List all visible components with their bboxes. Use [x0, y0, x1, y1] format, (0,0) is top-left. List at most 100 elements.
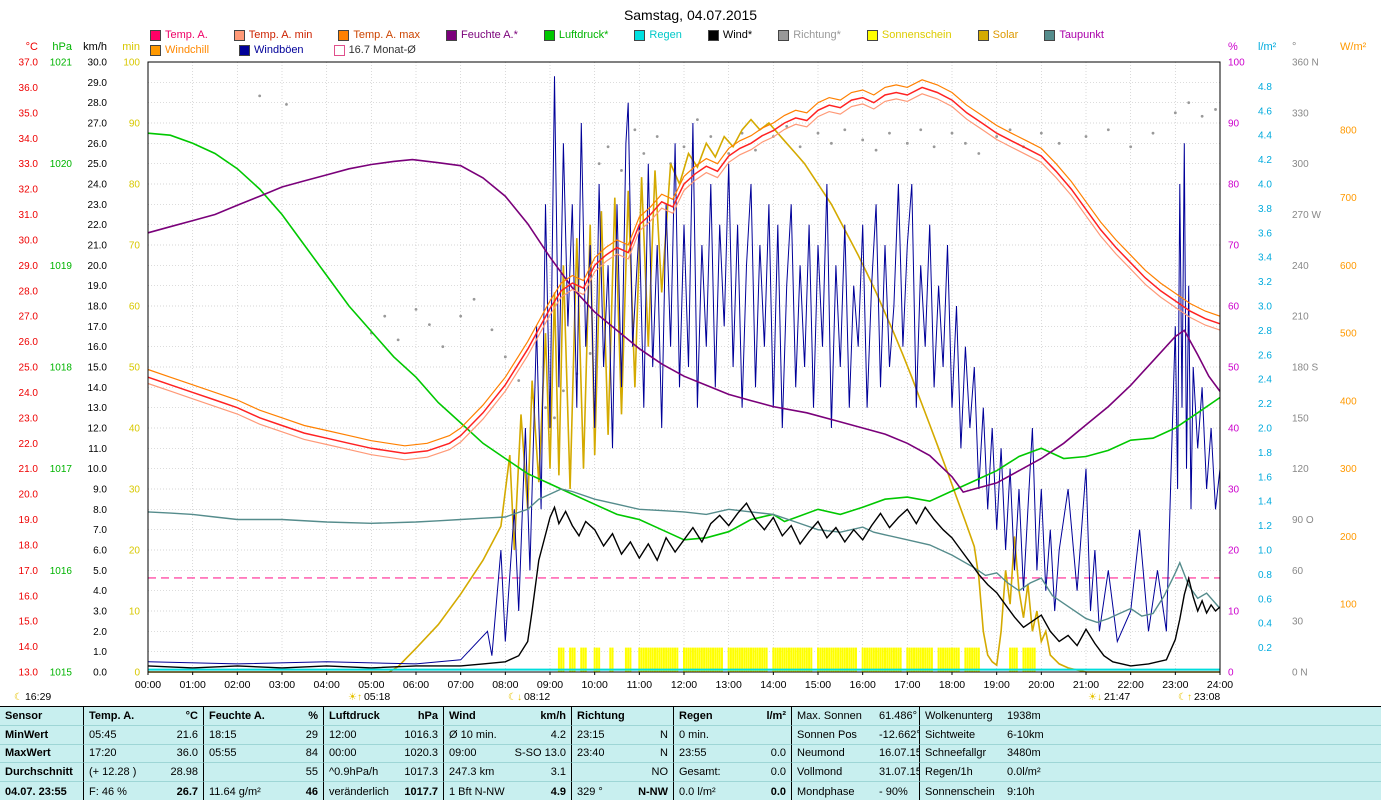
- svg-text:30: 30: [129, 485, 141, 496]
- svg-text:36.0: 36.0: [19, 83, 39, 94]
- cell-text: 28.98: [170, 766, 198, 779]
- legend-item-richtung-: Richtung*: [778, 29, 841, 41]
- sun-times-row: ☾ 16:29 ☀↑ 05:18 ☾↓ 08:12 ☀↓ 21:47 ☾↑ 23:08: [0, 691, 1381, 705]
- cell-text: 3.1: [550, 766, 566, 779]
- cell-text: 6-10km: [1007, 728, 1044, 741]
- legend-swatch-icon: [150, 29, 161, 41]
- svg-text:10: 10: [1228, 607, 1240, 618]
- svg-text:05:00: 05:00: [358, 679, 384, 691]
- table-cell: 11.64 g/m² 46: [204, 782, 324, 800]
- series-richtung: [258, 94, 1217, 420]
- svg-text:%: %: [1228, 41, 1238, 53]
- svg-text:1.4: 1.4: [1258, 497, 1272, 508]
- svg-text:14:00: 14:00: [760, 679, 786, 691]
- sun-time: ☀↓ 21:47: [1088, 691, 1130, 703]
- svg-text:500: 500: [1340, 329, 1357, 340]
- legend-label: Temp. A.: [165, 29, 208, 41]
- svg-text:21:00: 21:00: [1073, 679, 1099, 691]
- svg-text:19.0: 19.0: [88, 281, 108, 292]
- cell-text: 1 Bft N-NW: [449, 785, 505, 798]
- cell-text: N-NW: [638, 785, 668, 798]
- cell-text: 36.0: [176, 747, 198, 760]
- cell-text: 09:00: [449, 747, 477, 760]
- svg-text:15:00: 15:00: [805, 679, 831, 691]
- svg-text:25.0: 25.0: [19, 363, 39, 374]
- cell-text: 18:15: [209, 728, 237, 741]
- svg-text:13.0: 13.0: [88, 403, 108, 414]
- series-taupunkt: [147, 488, 1221, 624]
- svg-text:07:00: 07:00: [448, 679, 474, 691]
- sun-time: ☾↓ 08:12: [508, 691, 550, 703]
- svg-text:10:00: 10:00: [582, 679, 608, 691]
- info-cell: Sonnen Pos -12.662°: [792, 725, 920, 745]
- svg-text:330: 330: [1292, 108, 1309, 119]
- sun-time-label: 16:29: [24, 691, 52, 703]
- svg-text:0: 0: [1228, 668, 1234, 679]
- cell-text: 31.07.15: [879, 766, 920, 779]
- sun-time: ☾↑ 23:08: [1178, 691, 1220, 703]
- svg-text:40: 40: [129, 424, 141, 435]
- table-cell: 12:00 1016.3: [324, 725, 444, 745]
- info-cell: Neumond 16.07.15: [792, 744, 920, 764]
- series-temp-a-max: [147, 79, 1221, 447]
- svg-text:29.0: 29.0: [19, 261, 39, 272]
- info-cell: Regen/1h 0.0l/m²: [920, 763, 1381, 783]
- legend-item-temp-a-: Temp. A.: [150, 29, 208, 41]
- cell-text: 21.6: [176, 728, 198, 741]
- svg-text:200: 200: [1340, 532, 1357, 543]
- svg-text:24.0: 24.0: [19, 388, 39, 399]
- svg-text:31.0: 31.0: [19, 210, 39, 221]
- cell-text: l/m²: [766, 709, 786, 722]
- svg-text:30.0: 30.0: [88, 58, 108, 69]
- legend-row-1: Temp. A. Temp. A. min Temp. A. max Feuchte …: [150, 29, 1104, 41]
- svg-text:22:00: 22:00: [1118, 679, 1144, 691]
- table-cell: 247.3 km 3.1: [444, 763, 572, 783]
- cell-text: 247.3 km: [449, 766, 495, 779]
- legend-label: Regen: [649, 29, 682, 41]
- svg-text:21.0: 21.0: [88, 241, 108, 252]
- table-corner: Sensor: [0, 707, 84, 726]
- svg-text:4.2: 4.2: [1258, 155, 1272, 166]
- legend-swatch-icon: [446, 29, 458, 41]
- svg-text:60: 60: [1292, 566, 1304, 577]
- cell-text: °C: [185, 709, 198, 722]
- sunrise-icon: ☀↑: [348, 692, 362, 703]
- svg-text:50: 50: [1228, 363, 1240, 374]
- series-temp-a-min: [147, 93, 1221, 461]
- cell-text: 17:20: [89, 747, 117, 760]
- svg-text:1017: 1017: [50, 464, 73, 475]
- cell-text: 1016.3: [404, 728, 438, 741]
- svg-text:16:00: 16:00: [850, 679, 876, 691]
- legend-swatch-icon: [778, 29, 790, 41]
- legend-swatch-icon: [333, 44, 345, 56]
- legend-item-taupunkt: Taupunkt: [1044, 29, 1104, 41]
- svg-text:l/m²: l/m²: [1258, 41, 1277, 53]
- row-label: Durchschnitt: [0, 763, 84, 783]
- svg-text:37.0: 37.0: [19, 58, 39, 69]
- svg-text:3.2: 3.2: [1258, 277, 1272, 288]
- series-solar: [148, 118, 1220, 673]
- cell-text: Gesamt:: [679, 766, 721, 779]
- svg-text:3.4: 3.4: [1258, 253, 1272, 264]
- table-cell: 18:15 29: [204, 725, 324, 745]
- table-cell: (+ 12.28 ) 28.98: [84, 763, 204, 783]
- svg-text:210: 210: [1292, 312, 1309, 323]
- cell-text: 4.2: [550, 728, 566, 741]
- legend-swatch-icon: [543, 29, 555, 41]
- svg-text:24.0: 24.0: [88, 180, 108, 191]
- svg-text:1.0: 1.0: [1258, 546, 1272, 557]
- row-label: MinWert: [0, 725, 84, 745]
- cell-text: Wolkenunterg: [925, 709, 993, 722]
- svg-text:800: 800: [1340, 125, 1357, 136]
- svg-text:23:00: 23:00: [1162, 679, 1188, 691]
- info-cell: Sonnenschein 9:10h: [920, 782, 1381, 800]
- legend-item-temp-a-min: Temp. A. min: [233, 29, 312, 41]
- svg-text:2.6: 2.6: [1258, 350, 1272, 361]
- cell-text: Luftdruck: [329, 709, 380, 722]
- svg-text:6.0: 6.0: [93, 546, 107, 557]
- info-cell: Max. Sonnen 61.486°: [792, 707, 920, 726]
- svg-text:90: 90: [1228, 119, 1240, 130]
- cell-text: ^0.9hPa/h: [329, 766, 379, 779]
- page-title: Samstag, 04.07.2015: [623, 7, 758, 23]
- column-header: Regen l/m²: [674, 707, 792, 726]
